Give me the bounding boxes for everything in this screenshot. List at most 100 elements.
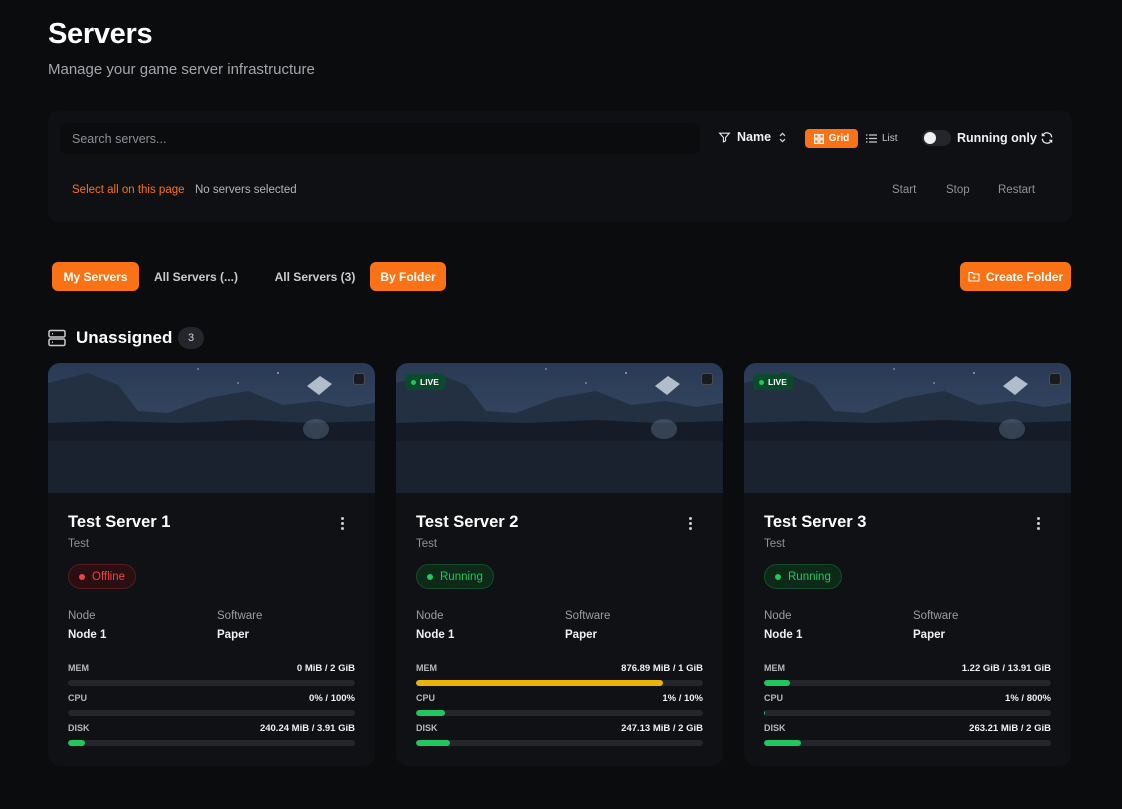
disk-value: 247.13 MiB / 2 GiB [621, 723, 703, 734]
sort-label: Name [737, 130, 772, 144]
view-list-label: List [882, 133, 898, 144]
server-name: Test Server 2 [416, 513, 519, 531]
landscape-image [48, 363, 375, 493]
live-badge: LIVE [405, 374, 445, 390]
cpu-label: CPU [68, 693, 88, 703]
running-only-toggle[interactable] [922, 130, 951, 146]
select-checkbox[interactable] [353, 373, 365, 385]
mem-value: 876.89 MiB / 1 GiB [621, 663, 703, 674]
bulk-stop-button[interactable]: Stop [946, 184, 970, 196]
live-dot [759, 379, 764, 385]
cpu-bar [68, 710, 355, 716]
node-label: Node [68, 610, 96, 622]
refresh-button[interactable] [1040, 131, 1054, 150]
folder-plus-icon [968, 272, 980, 282]
cpu-label: CPU [416, 693, 436, 703]
mem-bar [764, 680, 1051, 686]
server-stack-icon [48, 329, 66, 347]
page-subtitle: Manage your game server infrastructure [48, 61, 315, 78]
live-label: LIVE [768, 377, 787, 387]
status-text: Running [788, 570, 831, 583]
status-text: Offline [92, 570, 126, 583]
software-label: Software [913, 610, 959, 622]
mem-value: 1.22 GiB / 13.91 GiB [961, 663, 1051, 674]
more-options-icon[interactable] [341, 517, 345, 532]
node-value: Node 1 [416, 629, 455, 641]
cpu-bar [764, 710, 1051, 716]
view-grid-label: Grid [828, 133, 850, 144]
server-name: Test Server 3 [764, 513, 867, 531]
search-input[interactable]: Search servers... [60, 123, 700, 154]
server-banner: LIVE [744, 363, 1071, 493]
refresh-icon [1041, 132, 1053, 144]
cpu-value: 0% / 100% [309, 693, 355, 704]
status-dot [775, 573, 781, 580]
node-label: Node [416, 610, 444, 622]
server-description: Test [764, 538, 786, 550]
card-body: Test Server 1 Test Offline Node Software… [48, 493, 375, 766]
filter-icon [718, 132, 731, 143]
server-description: Test [416, 538, 438, 550]
create-folder-button[interactable]: Create Folder [960, 262, 1071, 291]
card-body: Test Server 3 Test Running Node Software… [744, 493, 1071, 766]
select-checkbox[interactable] [1049, 373, 1061, 385]
server-description: Test [68, 538, 90, 550]
bulk-restart-button[interactable]: Restart [998, 184, 1036, 196]
cpu-label: CPU [764, 693, 784, 703]
status-badge: Running [416, 564, 494, 589]
view-grid-button[interactable]: Grid [805, 129, 858, 148]
software-label: Software [565, 610, 611, 622]
disk-bar-fill [416, 740, 451, 746]
view-list-button[interactable]: List [866, 129, 898, 148]
server-card[interactable]: Test Server 1 Test Offline Node Software… [48, 363, 375, 766]
cpu-bar [416, 710, 703, 716]
mem-label: MEM [68, 663, 89, 673]
tab-by-folder[interactable]: By Folder [370, 262, 446, 291]
server-card[interactable]: LIVE Test Server 3 Test Running Node Sof… [744, 363, 1071, 766]
selection-status: No servers selected [195, 184, 297, 196]
cpu-bar-fill [764, 710, 766, 716]
page-title: Servers [48, 18, 153, 50]
status-dot [79, 573, 85, 580]
status-badge: Running [764, 564, 842, 589]
sort-dropdown[interactable]: Name [718, 130, 788, 144]
grid-icon [813, 133, 824, 144]
node-value: Node 1 [764, 629, 803, 641]
disk-bar [68, 740, 355, 746]
more-options-icon[interactable] [689, 517, 693, 532]
cpu-value: 1% / 800% [1005, 693, 1051, 704]
select-checkbox[interactable] [701, 373, 713, 385]
create-folder-label: Create Folder [985, 269, 1064, 284]
mem-label: MEM [416, 663, 437, 673]
tab-my-servers[interactable]: My Servers [52, 262, 139, 291]
disk-bar-fill [68, 740, 86, 746]
disk-label: DISK [416, 723, 438, 733]
select-all-link[interactable]: Select all on this page [72, 184, 185, 196]
card-body: Test Server 2 Test Running Node Software… [396, 493, 723, 766]
toolbar-panel: Search servers... Name Grid List Running… [48, 111, 1072, 222]
list-icon [866, 134, 877, 143]
cpu-value: 1% / 10% [662, 693, 703, 704]
mem-bar [68, 680, 355, 686]
landscape-image [744, 363, 1071, 493]
tab-all-servers[interactable]: All Servers (3) [274, 269, 356, 284]
more-options-icon[interactable] [1037, 517, 1041, 532]
software-value: Paper [913, 629, 945, 641]
disk-bar [416, 740, 703, 746]
landscape-image [396, 363, 723, 493]
server-card[interactable]: LIVE Test Server 2 Test Running Node Sof… [396, 363, 723, 766]
status-badge: Offline [68, 564, 137, 589]
server-banner [48, 363, 375, 493]
group-count-badge: 3 [178, 327, 204, 349]
node-label: Node [764, 610, 792, 622]
disk-bar [764, 740, 1051, 746]
tab-all-servers-loading[interactable]: All Servers (...) [153, 269, 239, 284]
mem-value: 0 MiB / 2 GiB [296, 663, 355, 674]
bulk-start-button[interactable]: Start [892, 184, 917, 196]
node-value: Node 1 [68, 629, 107, 641]
software-value: Paper [217, 629, 249, 641]
mem-bar-fill [416, 680, 663, 686]
server-banner: LIVE [396, 363, 723, 493]
disk-value: 240.24 MiB / 3.91 GiB [259, 723, 355, 734]
status-dot [427, 573, 433, 580]
